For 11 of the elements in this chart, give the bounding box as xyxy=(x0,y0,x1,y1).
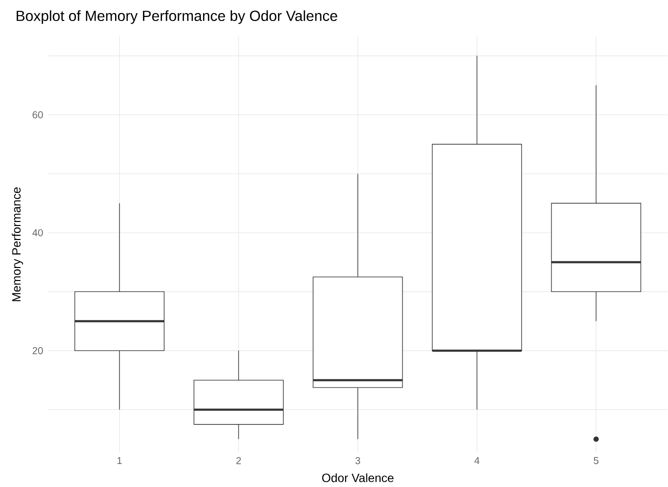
x-axis-title: Odor Valence xyxy=(322,474,394,482)
x-tick-label: 2 xyxy=(236,457,241,464)
y-tick-label: 40 xyxy=(32,229,43,236)
y-tick-label: 20 xyxy=(32,347,43,354)
x-tick-label: 5 xyxy=(594,457,598,464)
x-tick-label: 3 xyxy=(355,457,360,464)
y-axis-title: Memory Performance xyxy=(12,188,24,302)
y-tick-label: 60 xyxy=(32,111,43,119)
x-tick-label: 4 xyxy=(474,457,480,464)
x-tick-label: 1 xyxy=(117,457,122,464)
chart-title: Boxplot of Memory Performance by Odor Valence xyxy=(16,10,338,24)
